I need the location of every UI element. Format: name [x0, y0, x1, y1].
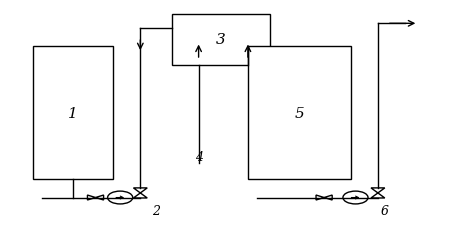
Text: 2: 2	[152, 204, 160, 217]
Text: 6: 6	[381, 204, 389, 217]
Text: 4: 4	[195, 150, 202, 163]
Text: 3: 3	[216, 33, 226, 47]
Text: 5: 5	[295, 106, 304, 120]
Text: 1: 1	[68, 106, 78, 120]
Bar	[33, 47, 114, 179]
Bar	[172, 15, 270, 65]
Bar	[248, 47, 351, 179]
